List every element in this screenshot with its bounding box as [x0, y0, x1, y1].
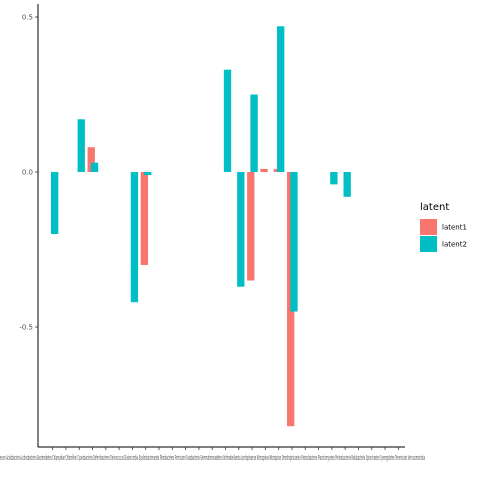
legend-label-latent1: latent1 [442, 224, 467, 232]
x-tick-labels: erum Acidobacteria Actinobacteria Bacter… [0, 454, 425, 462]
legend-label-latent2: latent2 [442, 241, 467, 249]
bar-latent2-22 [343, 172, 351, 197]
bar-latent1-7 [140, 172, 149, 265]
bar-latent1-3 [87, 147, 95, 172]
bar-latent2-3 [90, 162, 99, 172]
bar-latent2-2 [77, 119, 85, 172]
bar-latent2-14 [237, 172, 245, 287]
legend-title: latent [420, 202, 449, 213]
bar-latent1-16 [260, 168, 268, 172]
bar-latent2-18 [290, 172, 298, 312]
bar-latent1-15 [247, 172, 255, 281]
x-axis: erum Acidobacteria Actinobacteria Bacter… [0, 446, 425, 462]
bar-latent2-7 [144, 172, 152, 176]
bar-latent2-15 [250, 94, 258, 172]
bar-latent2-6 [130, 172, 139, 303]
legend: latent latent1 latent2 [420, 202, 467, 252]
y-tick-label: -0.5 [19, 324, 33, 332]
bars [50, 26, 351, 427]
bar-latent2-13 [223, 69, 232, 172]
legend-swatch-latent1 [420, 219, 437, 235]
legend-swatch-latent2 [420, 236, 437, 252]
y-axis: 0.5 0.0 -0.5 [19, 4, 39, 447]
y-tick-label: 0.0 [22, 169, 33, 177]
bar-latent2-17 [277, 26, 285, 172]
bar-latent2-0 [50, 172, 59, 234]
bar-latent2-21 [330, 172, 338, 185]
y-tick-label: 0.5 [22, 14, 33, 22]
